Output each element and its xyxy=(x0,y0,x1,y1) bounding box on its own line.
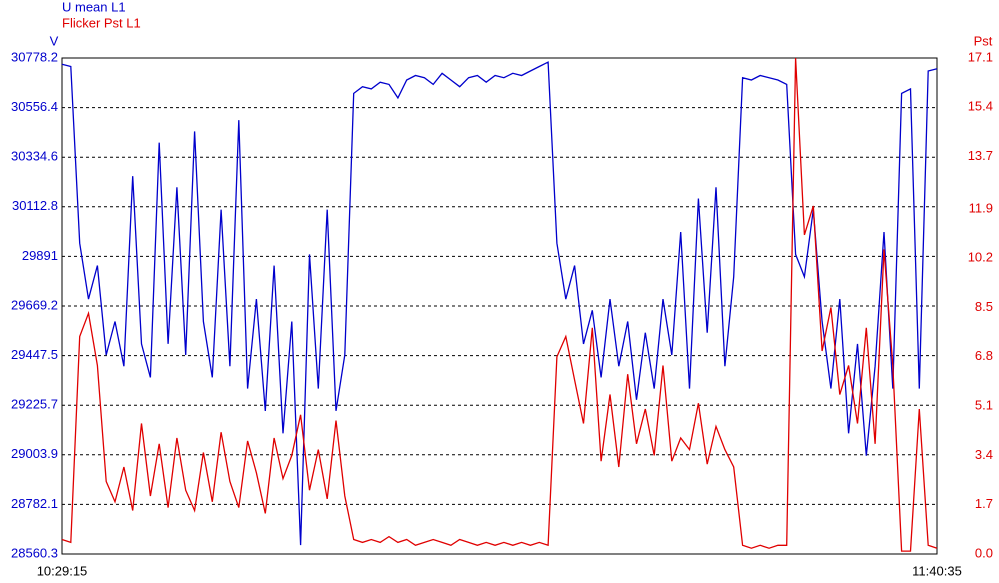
y-tick-label: 30556.4 xyxy=(11,99,58,114)
y-axis-label: V xyxy=(50,33,59,48)
y-tick-label: 29669.2 xyxy=(11,297,58,312)
y2-tick-label: 5.1 xyxy=(975,398,993,413)
y-tick-label: 30778.2 xyxy=(11,49,58,64)
y2-tick-label: 0.0 xyxy=(975,545,993,560)
y-tick-label: 28782.1 xyxy=(11,496,58,511)
x-tick-label: 11:40:35 xyxy=(912,563,962,578)
y2-tick-label: 8.5 xyxy=(975,299,993,314)
y2-tick-label: 17.1 xyxy=(968,49,993,64)
y-tick-label: 29225.7 xyxy=(11,397,58,412)
y2-tick-label: 3.4 xyxy=(975,447,993,462)
y2-tick-label: 15.4 xyxy=(968,99,993,114)
plot-frame xyxy=(61,57,938,555)
series-line xyxy=(61,61,938,546)
legend-entry: U mean L1 xyxy=(62,0,126,14)
y2-axis-label: Pst xyxy=(974,33,993,48)
y-tick-label: 29447.5 xyxy=(11,347,58,362)
series-line xyxy=(61,57,938,552)
y2-tick-label: 11.9 xyxy=(969,200,993,215)
y2-tick-label: 10.2 xyxy=(968,250,993,265)
y2-tick-label: 1.7 xyxy=(975,496,993,511)
y-tick-label: 30334.6 xyxy=(11,149,58,164)
y-tick-label: 29891 xyxy=(22,248,58,263)
legend-entry: Flicker Pst L1 xyxy=(62,15,141,30)
y-tick-label: 30112.8 xyxy=(12,198,58,213)
y2-tick-label: 13.7 xyxy=(968,148,993,163)
y-tick-label: 29003.9 xyxy=(11,446,58,461)
y-tick-label: 28560.3 xyxy=(11,545,58,560)
y2-tick-label: 6.8 xyxy=(975,348,993,363)
x-tick-label: 10:29:15 xyxy=(37,563,88,578)
